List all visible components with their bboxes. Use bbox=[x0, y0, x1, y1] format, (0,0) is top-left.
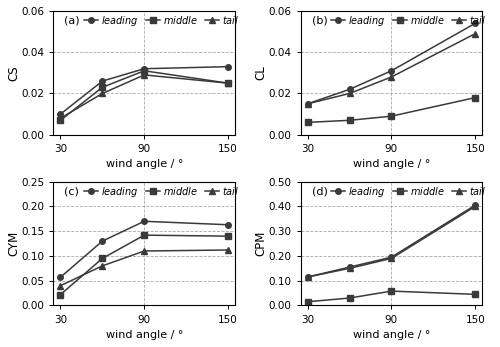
tail bbox=[304, 275, 310, 279]
leading bbox=[58, 275, 64, 279]
tail bbox=[304, 102, 310, 106]
Text: (c): (c) bbox=[64, 187, 80, 197]
Text: (a): (a) bbox=[64, 16, 80, 26]
tail bbox=[225, 248, 231, 252]
middle bbox=[472, 292, 478, 296]
middle bbox=[58, 293, 64, 297]
Legend: $\it{leading}$, $\it{middle}$, $\it{tail}$: $\it{leading}$, $\it{middle}$, $\it{tail… bbox=[82, 183, 241, 201]
tail bbox=[388, 256, 394, 261]
middle bbox=[225, 234, 231, 238]
tail bbox=[142, 73, 148, 77]
Line: tail: tail bbox=[58, 247, 231, 288]
Y-axis label: CS: CS bbox=[7, 65, 20, 81]
Line: leading: leading bbox=[58, 219, 231, 280]
leading bbox=[346, 87, 352, 92]
leading bbox=[142, 67, 148, 71]
leading bbox=[100, 79, 105, 83]
Line: tail: tail bbox=[58, 72, 231, 121]
Legend: $\it{leading}$, $\it{middle}$, $\it{tail}$: $\it{leading}$, $\it{middle}$, $\it{tail… bbox=[329, 12, 488, 30]
middle bbox=[58, 118, 64, 122]
leading bbox=[304, 102, 310, 106]
Legend: $\it{leading}$, $\it{middle}$, $\it{tail}$: $\it{leading}$, $\it{middle}$, $\it{tail… bbox=[329, 183, 488, 201]
Legend: $\it{leading}$, $\it{middle}$, $\it{tail}$: $\it{leading}$, $\it{middle}$, $\it{tail… bbox=[82, 12, 241, 30]
tail bbox=[388, 75, 394, 79]
Line: tail: tail bbox=[305, 31, 478, 107]
tail bbox=[142, 249, 148, 253]
tail bbox=[100, 91, 105, 95]
middle bbox=[142, 69, 148, 73]
Line: middle: middle bbox=[305, 95, 478, 125]
X-axis label: wind angle / °: wind angle / ° bbox=[352, 159, 430, 169]
leading bbox=[388, 255, 394, 259]
middle bbox=[346, 118, 352, 122]
leading bbox=[225, 223, 231, 227]
leading bbox=[472, 21, 478, 25]
Text: (b): (b) bbox=[312, 16, 328, 26]
Line: middle: middle bbox=[58, 232, 231, 297]
tail bbox=[346, 91, 352, 95]
tail bbox=[100, 264, 105, 268]
tail bbox=[472, 204, 478, 209]
leading bbox=[472, 203, 478, 207]
middle bbox=[388, 114, 394, 118]
leading bbox=[346, 265, 352, 269]
middle bbox=[304, 120, 310, 125]
tail bbox=[225, 81, 231, 85]
leading bbox=[142, 219, 148, 223]
leading bbox=[58, 112, 64, 116]
Line: tail: tail bbox=[305, 204, 478, 280]
tail bbox=[472, 32, 478, 36]
X-axis label: wind angle / °: wind angle / ° bbox=[106, 330, 183, 340]
tail bbox=[346, 266, 352, 270]
leading bbox=[225, 65, 231, 69]
Line: leading: leading bbox=[305, 202, 478, 280]
Text: (d): (d) bbox=[312, 187, 328, 197]
Y-axis label: CL: CL bbox=[254, 66, 267, 80]
Line: leading: leading bbox=[305, 20, 478, 107]
tail bbox=[58, 116, 64, 120]
Y-axis label: CYM: CYM bbox=[7, 231, 20, 256]
middle bbox=[100, 256, 105, 261]
Line: middle: middle bbox=[58, 68, 231, 123]
X-axis label: wind angle / °: wind angle / ° bbox=[106, 159, 183, 169]
middle bbox=[346, 296, 352, 300]
middle bbox=[472, 95, 478, 100]
Line: middle: middle bbox=[305, 288, 478, 305]
middle bbox=[142, 233, 148, 237]
middle bbox=[304, 300, 310, 304]
tail bbox=[58, 283, 64, 288]
middle bbox=[225, 81, 231, 85]
middle bbox=[388, 289, 394, 293]
Line: leading: leading bbox=[58, 64, 231, 117]
Y-axis label: CPM: CPM bbox=[254, 231, 267, 256]
X-axis label: wind angle / °: wind angle / ° bbox=[352, 330, 430, 340]
leading bbox=[100, 239, 105, 243]
leading bbox=[304, 275, 310, 279]
middle bbox=[100, 85, 105, 90]
leading bbox=[388, 69, 394, 73]
